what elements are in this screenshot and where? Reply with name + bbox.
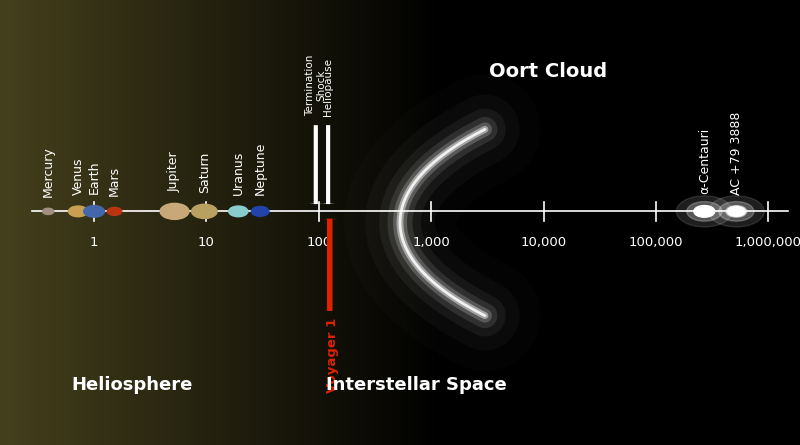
Text: 1,000: 1,000 — [412, 236, 450, 249]
Text: Jupiter: Jupiter — [168, 152, 181, 192]
Circle shape — [694, 206, 714, 217]
Circle shape — [251, 206, 269, 216]
Circle shape — [730, 208, 742, 215]
Circle shape — [727, 206, 745, 216]
Text: 100: 100 — [306, 236, 331, 249]
Circle shape — [160, 203, 189, 219]
Circle shape — [229, 206, 248, 217]
Text: 100,000: 100,000 — [629, 236, 683, 249]
Text: α-Centauri: α-Centauri — [698, 128, 711, 194]
Text: Neptune: Neptune — [254, 142, 266, 195]
Text: 10,000: 10,000 — [521, 236, 566, 249]
Text: Saturn: Saturn — [198, 152, 211, 193]
Text: Interstellar Space: Interstellar Space — [326, 376, 506, 394]
Circle shape — [42, 208, 54, 214]
Text: Heliosphere: Heliosphere — [71, 376, 193, 394]
Circle shape — [191, 204, 217, 218]
Circle shape — [676, 196, 732, 227]
Text: Uranus: Uranus — [232, 151, 245, 195]
Text: Oort Cloud: Oort Cloud — [489, 62, 607, 81]
Circle shape — [698, 208, 710, 215]
Text: Venus: Venus — [71, 158, 85, 195]
Text: Mars: Mars — [108, 166, 121, 196]
Circle shape — [718, 202, 754, 221]
Text: Termination
Shock: Termination Shock — [305, 54, 326, 116]
Text: Mercury: Mercury — [42, 146, 54, 197]
Circle shape — [708, 196, 764, 227]
Text: Voyager 1: Voyager 1 — [326, 318, 339, 393]
Circle shape — [84, 206, 105, 217]
Circle shape — [107, 207, 122, 215]
Circle shape — [726, 206, 746, 217]
Circle shape — [686, 202, 722, 221]
Text: Earth: Earth — [88, 161, 101, 194]
Text: 10: 10 — [198, 236, 215, 249]
Text: 1,000,000: 1,000,000 — [734, 236, 800, 249]
Circle shape — [694, 206, 714, 217]
Circle shape — [69, 206, 88, 217]
Text: Heliopause: Heliopause — [323, 58, 333, 116]
Text: AC +79 3888: AC +79 3888 — [730, 112, 743, 195]
Text: 1: 1 — [90, 236, 98, 249]
